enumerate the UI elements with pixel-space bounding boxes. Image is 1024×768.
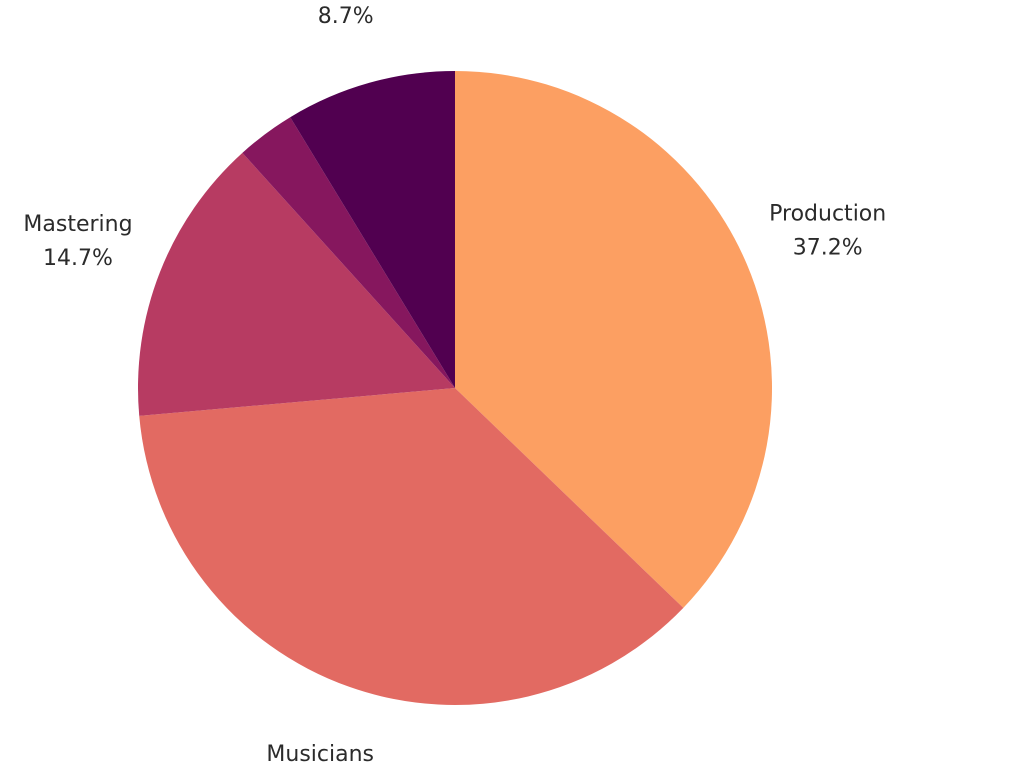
slice-label-production: Production [769,201,886,226]
pie-slice-musicians [139,388,684,706]
pie-labels: Production37.2%Musicians36.4%Mastering14… [23,4,886,767]
pie-slice-cd-production [290,71,455,388]
slice-value-mastering: 14.7% [43,246,113,271]
pie-slice-mastering [138,152,455,416]
pie-slice-unlabeled-3 [242,117,455,388]
pie-slices [138,71,772,706]
slice-value-cd-production: 8.7% [318,4,374,29]
slice-label-musicians: Musicians [266,742,374,767]
slice-label-mastering: Mastering [23,212,132,237]
pie-slice-production [455,71,772,608]
slice-value-production: 37.2% [793,235,863,260]
